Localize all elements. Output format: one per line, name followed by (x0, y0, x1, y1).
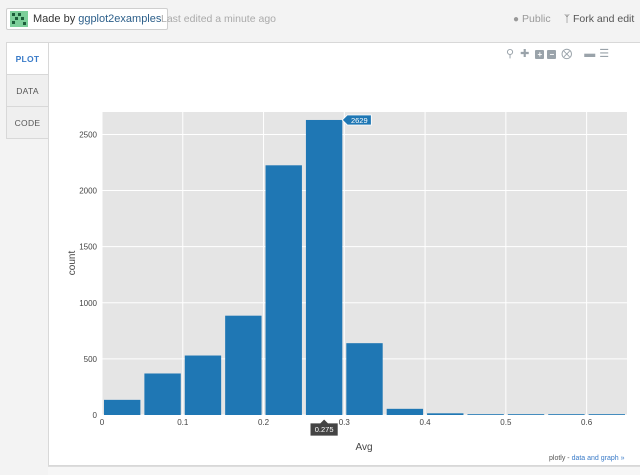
autoscale-icon[interactable]: ⨂ (561, 48, 573, 60)
histogram-bar[interactable] (467, 414, 504, 415)
public-indicator[interactable]: ● Public (513, 13, 551, 25)
zoom-out-icon[interactable]: − (547, 49, 557, 59)
y-tick-label: 500 (84, 355, 98, 364)
hover-compare-icon[interactable]: ☰ (599, 48, 610, 60)
histogram-bar[interactable] (184, 355, 222, 415)
plotly-brand: plotly (549, 455, 566, 462)
hover-x-text: 0.275 (315, 425, 334, 434)
histogram-bar[interactable] (346, 343, 383, 415)
histogram-bar[interactable] (265, 165, 302, 415)
hover-x-label: 0.275 (309, 418, 339, 437)
x-tick-label: 0.1 (177, 418, 189, 427)
hover-closest-icon[interactable]: ▬ (584, 48, 596, 60)
hover-value-text: 2629 (351, 116, 368, 125)
x-tick-label: 0.2 (258, 418, 270, 427)
fork-icon: ᛉ (564, 13, 570, 25)
histogram-bar[interactable] (305, 119, 343, 416)
author-link[interactable]: ggplot2examples (78, 13, 162, 25)
x-tick-label: 0.5 (500, 418, 512, 427)
x-tick-label: 0.6 (581, 418, 593, 427)
histogram-bar[interactable] (386, 408, 424, 415)
tab-code[interactable]: CODE (6, 107, 49, 139)
mode-bar: ⚲ ✚ + − ⨂ ▬ ☰ (506, 47, 615, 61)
y-tick-label: 1500 (79, 243, 97, 252)
tab-data[interactable]: DATA (6, 75, 49, 107)
histogram-bar[interactable] (507, 414, 545, 415)
histogram-bar[interactable] (104, 399, 141, 415)
fork-and-edit-button[interactable]: ᛉ Fork and edit (564, 13, 634, 25)
fork-label: Fork and edit (573, 13, 635, 25)
zoom-in-icon[interactable]: + (535, 49, 545, 59)
x-tick-label: 0 (100, 418, 105, 427)
x-tick-label: 0.3 (339, 418, 351, 427)
tab-plot[interactable]: PLOT (6, 42, 49, 75)
globe-icon: ● (513, 13, 520, 25)
data-and-graph-link[interactable]: data and graph » (571, 455, 625, 462)
hover-value-label: 2629 (341, 114, 372, 126)
public-label: Public (522, 13, 551, 25)
hover-labels: 2629 0.275 (309, 114, 372, 437)
y-tick-label: 1000 (79, 299, 97, 308)
view-tabs: PLOT DATA CODE (6, 42, 49, 139)
histogram-bar[interactable] (427, 413, 464, 415)
y-tick-labels: 0 500 1000 1500 2000 2500 (79, 130, 97, 420)
histogram-bar[interactable] (588, 414, 625, 415)
credit-separator: - (565, 455, 572, 462)
x-axis-title: Avg (355, 442, 372, 453)
plotly-credit[interactable]: plotly - data and graph » (549, 455, 625, 462)
y-tick-label: 0 (93, 411, 98, 420)
user-avatar-icon (10, 11, 28, 27)
histogram-bar[interactable] (144, 373, 181, 415)
x-gridlines (101, 112, 588, 415)
pan-icon[interactable]: ✚ (520, 48, 530, 60)
x-tick-labels: 0 0.1 0.2 0.3 0.4 0.5 0.6 (100, 418, 593, 427)
y-tick-label: 2500 (79, 130, 97, 139)
bottom-bar (48, 466, 640, 475)
last-edited-text: Last edited a minute ago (161, 13, 276, 25)
made-by-badge[interactable]: Made by ggplot2examples (6, 8, 169, 30)
histogram-bar[interactable] (548, 414, 585, 415)
made-by-prefix: Made by (33, 13, 76, 25)
x-tick-label: 0.4 (420, 418, 432, 427)
y-tick-label: 2000 (79, 187, 97, 196)
zoom-icon[interactable]: ⚲ (506, 48, 515, 60)
header: Made by ggplot2examples Last edited a mi… (0, 0, 640, 38)
y-axis-title: count (67, 251, 78, 276)
histogram-bars[interactable] (104, 119, 625, 416)
histogram-bar[interactable] (225, 315, 262, 415)
